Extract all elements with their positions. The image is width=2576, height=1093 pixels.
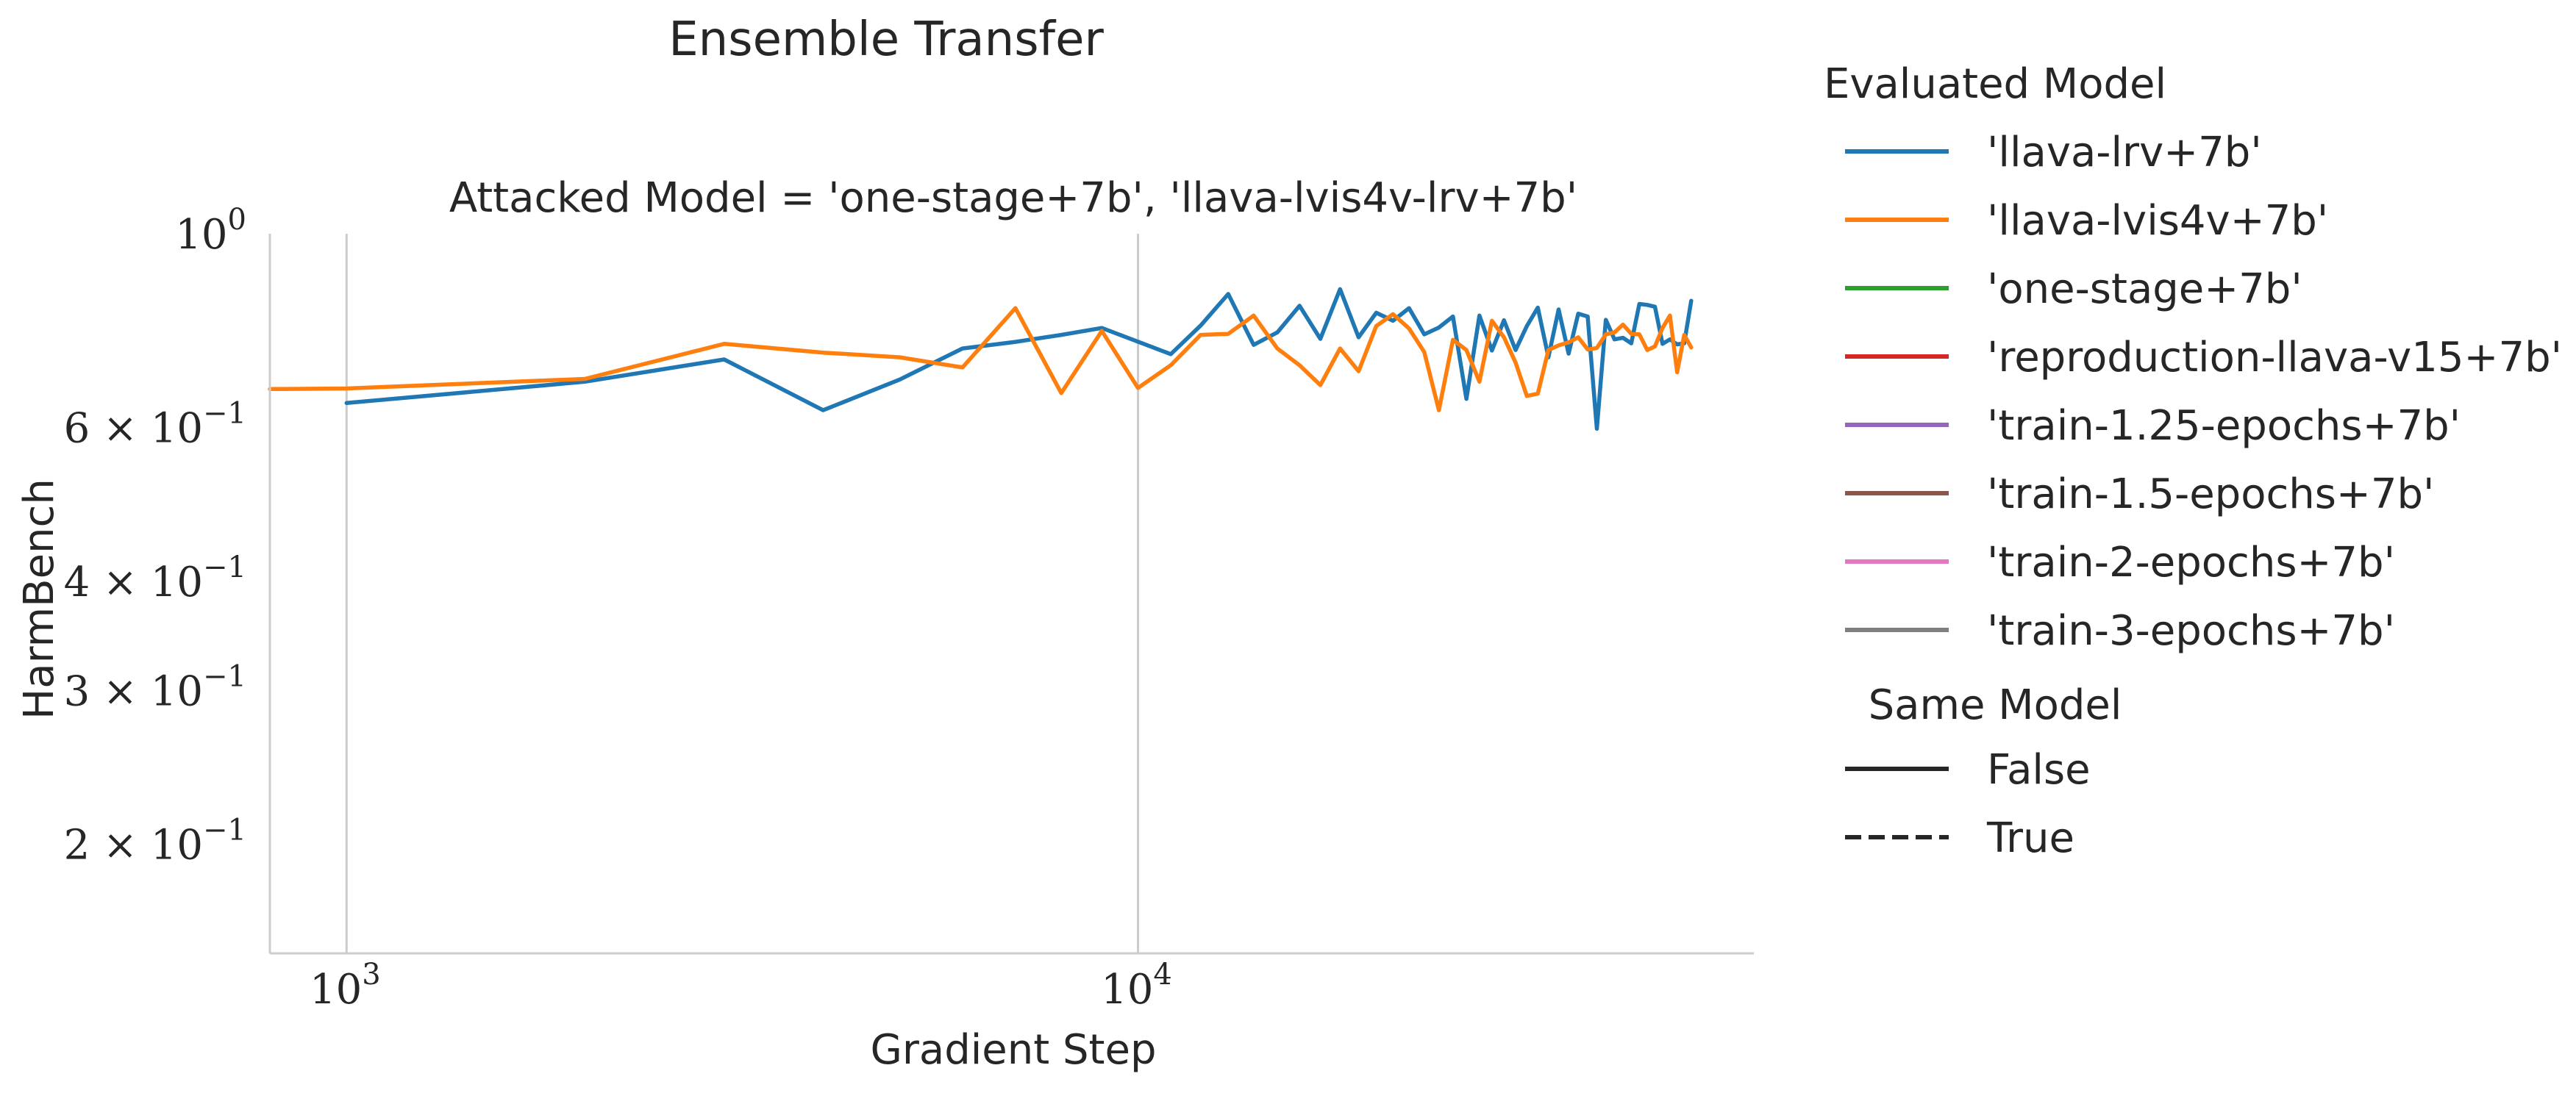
legend-style-title: Same Model xyxy=(1869,681,2122,729)
grid-lines xyxy=(345,234,1140,953)
chart-suptitle: Ensemble Transfer xyxy=(668,12,1104,67)
y-tick-label: 3 × 10−1 xyxy=(64,659,246,715)
legend-label: 'train-2-epochs+7b' xyxy=(1987,539,2395,587)
legend-hue-title: Evaluated Model xyxy=(1824,60,2166,108)
x-tick-labels: 103 104 xyxy=(310,958,1172,1014)
legend-label: 'train-3-epochs+7b' xyxy=(1987,607,2395,655)
plot-frame xyxy=(268,234,1754,955)
plot-area xyxy=(268,234,1754,955)
legend-label: 'train-1.25-epochs+7b' xyxy=(1987,402,2461,450)
series-line-1 xyxy=(344,287,1694,431)
series-line-2 xyxy=(268,306,1694,412)
legend-label: False xyxy=(1987,746,2091,794)
legend: Evaluated Model 'llava-lrv+7b' 'llava-lvi… xyxy=(1824,60,2562,862)
legend-style-entries: False True xyxy=(1845,746,2091,862)
y-tick-label: 6 × 10−1 xyxy=(64,397,246,453)
legend-label: 'train-1.5-epochs+7b' xyxy=(1987,470,2434,518)
y-axis-label: HarmBench xyxy=(15,479,63,720)
legend-label: 'llava-lrv+7b' xyxy=(1987,129,2262,176)
y-tick-label: 2 × 10−1 xyxy=(64,814,246,870)
legend-hue-entries: 'llava-lrv+7b' 'llava-lvis4v+7b' 'one-stag… xyxy=(1845,129,2562,655)
series-lines xyxy=(268,287,1694,431)
chart-title: Attacked Model = 'one-stage+7b', 'llava-… xyxy=(449,174,1577,222)
legend-label: 'reproduction-llava-v15+7b' xyxy=(1987,334,2562,381)
x-tick-label: 103 xyxy=(310,958,381,1014)
legend-label: 'one-stage+7b' xyxy=(1987,265,2302,313)
legend-label: 'llava-lvis4v+7b' xyxy=(1987,197,2328,245)
legend-label: True xyxy=(1986,814,2074,862)
y-tick-label: 4 × 10−1 xyxy=(64,551,246,606)
y-tick-label: 100 xyxy=(175,203,246,259)
y-tick-labels: 100 6 × 10−1 4 × 10−1 3 × 10−1 2 × 10−1 xyxy=(64,203,246,870)
x-tick-label: 104 xyxy=(1101,958,1172,1014)
x-axis-label: Gradient Step xyxy=(870,1026,1156,1074)
